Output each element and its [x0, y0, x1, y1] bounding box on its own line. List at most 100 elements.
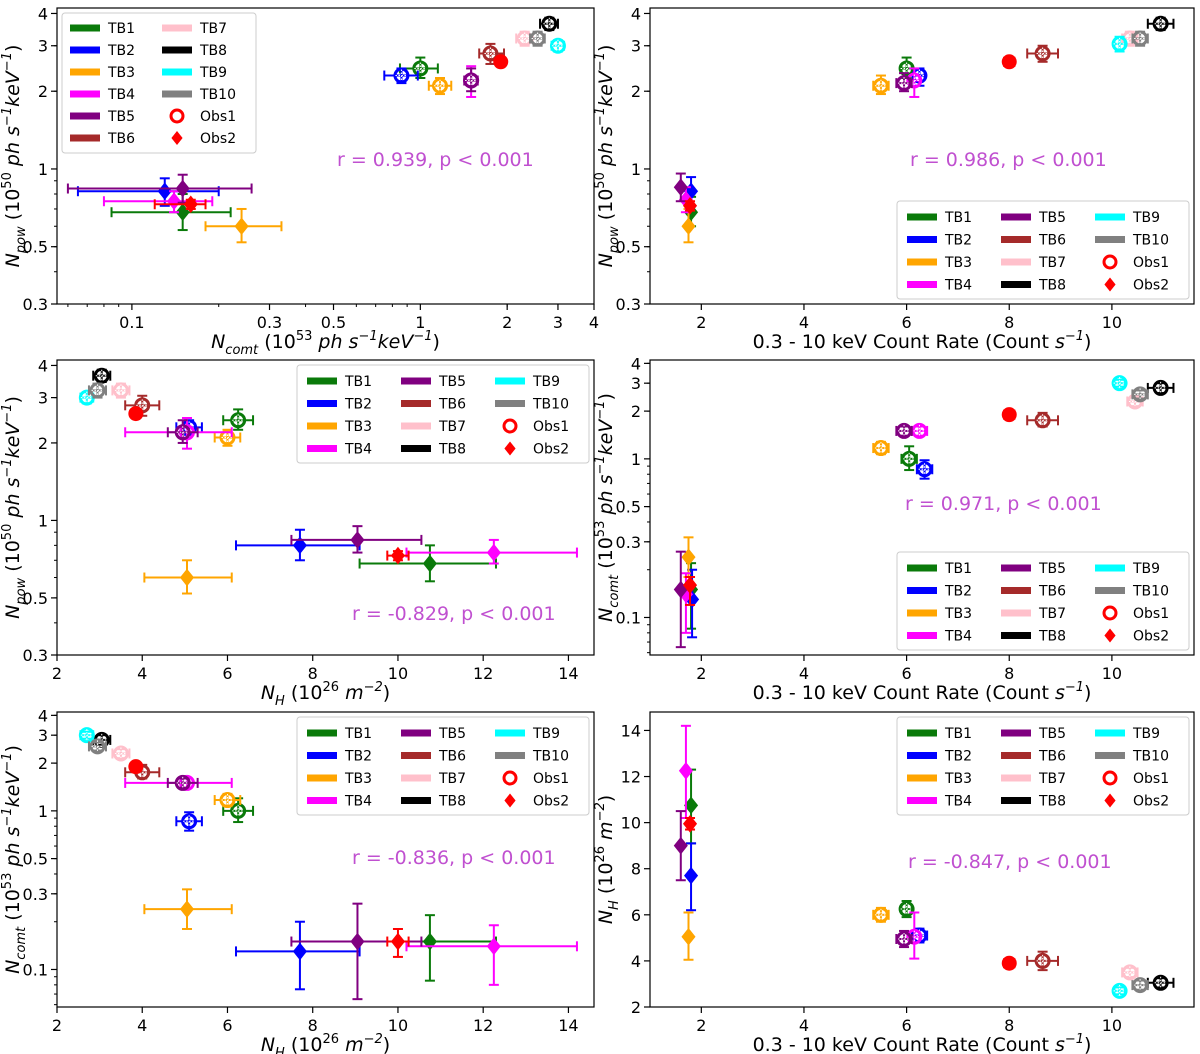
data-point-marker	[681, 217, 696, 236]
y-tick-label: 4	[38, 706, 48, 725]
legend-item-tb1: TB1	[307, 374, 372, 390]
data-point-marker	[1034, 45, 1051, 62]
data-point-tb4-diamond	[405, 924, 578, 986]
legend-symbol	[907, 632, 937, 639]
legend-item-tb10: TB10	[495, 749, 569, 765]
legend-symbol	[1095, 236, 1125, 243]
data-point-tb4-diamond	[102, 190, 214, 214]
data-point-marker	[681, 927, 696, 946]
plot-frame	[649, 711, 1195, 1008]
data-point-tb8-circle	[1146, 974, 1175, 991]
y-tick-label: 0.3	[616, 295, 641, 314]
legend-symbol	[504, 793, 516, 808]
legend-symbol	[1095, 752, 1125, 759]
data-point-obs1-circle	[1001, 955, 1017, 971]
legend-symbol	[307, 422, 337, 430]
x-tick-label: 10	[1102, 1016, 1122, 1035]
chart-panel-1: 0.1 0.3 0.5 1 2 3 4 0.3 0.5 1 2 3 4 Ncomt (1053 ph s−…	[0, 4, 599, 358]
legend-symbol	[1095, 564, 1125, 572]
legend-symbol	[70, 90, 100, 98]
legend-label: TB3	[944, 606, 972, 622]
legend-label: TB6	[438, 397, 466, 413]
data-point-marker	[486, 543, 501, 562]
legend-label: TB10	[532, 749, 569, 765]
legend-symbol	[495, 400, 525, 407]
legend-symbol	[307, 797, 337, 804]
legend-symbol	[162, 68, 192, 76]
x-tick-label: 14	[558, 664, 578, 683]
legend-symbol	[907, 729, 937, 737]
plot-frame	[56, 7, 595, 305]
legend-label: TB4	[944, 278, 972, 294]
x-tick-label: 0.3	[257, 313, 282, 332]
data-point-marker	[230, 412, 247, 429]
legend-symbol	[70, 46, 100, 54]
legend-symbol	[1001, 632, 1031, 639]
legend-label: TB8	[438, 442, 466, 458]
legend-symbol	[307, 729, 337, 737]
plot-frame	[649, 359, 1195, 656]
x-tick-label: 4	[589, 313, 599, 332]
legend-symbol	[907, 752, 937, 759]
plot-frame	[56, 711, 595, 1008]
legend-symbol	[1001, 752, 1031, 759]
data-point-marker	[112, 745, 129, 762]
data-point-marker	[112, 382, 129, 399]
x-tick-label: 4	[137, 664, 147, 683]
x-axis-label: NH (1026 m−2)	[261, 680, 390, 709]
legend-label: Obs2	[1133, 278, 1169, 294]
y-tick-label: 0.3	[616, 533, 641, 552]
data-point-obs1-circle	[128, 759, 144, 775]
y-tick-label: 1	[38, 160, 48, 179]
data-point-marker	[682, 814, 698, 833]
data-point-tb5-circle	[895, 929, 913, 949]
data-point-marker	[1132, 977, 1149, 994]
legend-item-tb4: TB4	[307, 794, 372, 810]
legend-label: TB4	[344, 794, 372, 810]
legend-label: TB4	[107, 87, 135, 103]
data-point-marker	[390, 932, 405, 951]
data-point-marker	[234, 217, 249, 236]
x-tick-label: 4	[137, 1016, 147, 1035]
legend-item-tb4: TB4	[70, 87, 135, 103]
data-point-tb5-diamond	[66, 173, 253, 204]
legend-item-tb2: TB2	[907, 584, 972, 600]
data-point-tb3-circle	[872, 74, 890, 96]
data-point-obs2-diamond	[682, 575, 698, 606]
x-tick-label: 12	[473, 664, 493, 683]
data-point-marker	[463, 72, 480, 89]
y-tick-label: 0.5	[23, 850, 48, 869]
data-point-tb4-circle	[910, 422, 929, 439]
data-point-marker	[906, 72, 923, 89]
legend-label: Obs1	[533, 419, 569, 435]
data-point-marker	[292, 942, 307, 961]
legend-symbol	[401, 422, 431, 430]
legend-item-obs1: Obs1	[1102, 770, 1169, 787]
data-point-tb3-circle	[872, 906, 890, 923]
legend-label: TB3	[107, 65, 135, 81]
y-tick-label: 1	[631, 450, 641, 469]
legend-symbol	[907, 236, 937, 243]
legend-symbol	[70, 68, 100, 76]
legend-symbol	[162, 24, 192, 32]
legend-symbol	[1102, 605, 1118, 621]
data-point-tb3-circle	[872, 440, 890, 457]
legend-item-tb5: TB5	[1001, 726, 1066, 742]
data-point-tb5-circle	[895, 422, 913, 439]
data-point-obs1-circle	[128, 406, 144, 422]
legend-symbol	[907, 587, 937, 594]
legend-symbol	[401, 445, 431, 452]
legend-label: Obs1	[1133, 255, 1169, 271]
data-point-marker	[78, 727, 95, 744]
data-point-marker	[181, 813, 198, 830]
y-tick-label: 2	[631, 402, 641, 421]
x-tick-label: 6	[222, 664, 232, 683]
x-tick-label: 3	[553, 313, 563, 332]
legend-item-tb6: TB6	[70, 131, 135, 147]
legend-symbol	[162, 46, 192, 54]
legend-box	[896, 200, 1190, 300]
legend-item-obs1: Obs1	[502, 418, 569, 435]
y-tick-label: 8	[631, 860, 641, 879]
legend-label: TB10	[532, 397, 569, 413]
y-tick-label: 1	[631, 160, 641, 179]
